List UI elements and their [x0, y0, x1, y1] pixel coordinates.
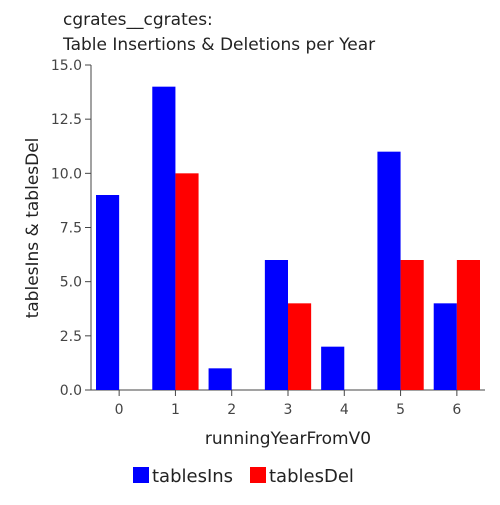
y-tick-label: 12.5	[51, 112, 82, 128]
legend-swatch-tablesIns	[133, 467, 149, 483]
x-tick-label: 3	[284, 402, 293, 418]
bar-tablesDel-1	[175, 173, 199, 390]
x-tick-label: 6	[452, 402, 461, 418]
chart-title-line1: cgrates__cgrates:	[63, 10, 213, 30]
bar-tablesIns-5	[377, 151, 401, 390]
bar-tablesDel-3	[288, 303, 312, 390]
bar-tablesIns-1	[152, 86, 176, 391]
legend-label-tablesIns: tablesIns	[152, 466, 233, 487]
bar-tablesIns-3	[264, 260, 288, 390]
x-tick-label: 4	[340, 402, 349, 418]
x-axis-label: runningYearFromV0	[205, 429, 371, 449]
bar-tablesIns-0	[96, 195, 120, 390]
y-tick-label: 10.0	[51, 166, 82, 182]
legend-label-tablesDel: tablesDel	[269, 466, 354, 487]
y-tick-label: 5.0	[60, 275, 82, 291]
y-axis-label: tablesIns & tablesDel	[23, 138, 43, 319]
y-tick-label: 7.5	[60, 221, 82, 237]
x-tick-label: 5	[396, 402, 405, 418]
y-tick-label: 0.0	[60, 383, 82, 399]
bar-tablesIns-4	[321, 346, 345, 390]
x-tick-label: 2	[227, 402, 236, 418]
chart-title-line2: Table Insertions & Deletions per Year	[62, 35, 375, 55]
legend-swatch-tablesDel	[250, 467, 266, 483]
bar-tablesIns-6	[433, 303, 457, 390]
bar-tablesDel-6	[456, 260, 480, 390]
bar-tablesDel-5	[400, 260, 424, 390]
bar-tablesIns-2	[208, 368, 232, 390]
x-tick-label: 0	[115, 402, 124, 418]
y-tick-label: 15.0	[51, 58, 82, 74]
y-tick-label: 2.5	[60, 329, 82, 345]
legend: tablesIns tablesDel	[133, 466, 354, 487]
x-tick-label: 1	[171, 402, 180, 418]
plot-area: 0.0 2.5 5.0 7.5 10.0 12.5 15.0 0 1 2 3 4 5 6	[51, 58, 485, 418]
